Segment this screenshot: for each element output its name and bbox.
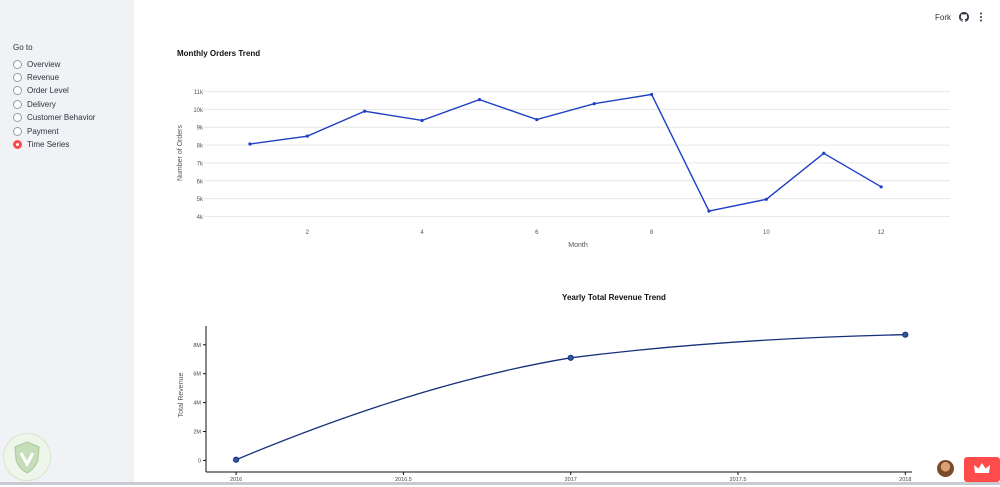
- y-tick-label: 6M: [193, 372, 201, 378]
- data-point: [420, 118, 424, 123]
- data-point: [535, 117, 539, 122]
- radio-time-series[interactable]: Time Series: [13, 138, 69, 150]
- data-point: [233, 456, 240, 463]
- more-vertical-icon[interactable]: [977, 12, 985, 22]
- radio-button-icon[interactable]: [13, 72, 22, 82]
- watermark-logo-icon: [3, 433, 51, 481]
- data-point: [248, 142, 252, 146]
- y-tick-label: 10k: [193, 108, 204, 114]
- chart-gridlines: [204, 91, 950, 217]
- fork-button[interactable]: Fork: [935, 13, 951, 22]
- radio-button-icon[interactable]: [13, 85, 22, 95]
- x-tick-label: 2: [306, 230, 310, 236]
- data-point: [363, 109, 367, 113]
- radio-label: Payment: [27, 126, 59, 136]
- revenue-series-points: [233, 331, 909, 463]
- y-tick-label: 0: [198, 458, 201, 464]
- radio-label: Order Level: [27, 85, 69, 95]
- radio-payment[interactable]: Payment: [13, 125, 59, 137]
- y-tick-label: 8M: [193, 343, 201, 349]
- chart-title: Monthly Orders Trend: [177, 49, 260, 58]
- data-point: [822, 151, 826, 155]
- y-tick-label: 6k: [197, 179, 204, 185]
- y-tick-label: 7k: [197, 161, 204, 167]
- radio-delivery[interactable]: Delivery: [13, 98, 56, 110]
- radio-button-icon[interactable]: [13, 99, 22, 109]
- radio-button-icon[interactable]: [13, 112, 22, 122]
- x-axis-label: Month: [568, 242, 588, 249]
- revenue-series-line: [235, 334, 906, 461]
- radio-button-selected-icon[interactable]: [13, 139, 22, 149]
- data-point: [592, 102, 596, 106]
- y-axis-label: Number of Orders: [177, 124, 184, 181]
- x-tick-label: 12: [878, 230, 885, 236]
- data-point: [764, 197, 768, 201]
- orders-series-line: [249, 93, 882, 212]
- orders-series-points: [248, 92, 883, 213]
- data-point: [305, 134, 309, 138]
- radio-overview[interactable]: Overview: [13, 58, 60, 70]
- crown-icon: [974, 463, 990, 473]
- bottom-border: [0, 482, 1000, 485]
- y-tick-label: 4M: [193, 401, 201, 407]
- x-tick-label: 8: [650, 230, 654, 236]
- sidebar-title: Go to: [13, 43, 33, 52]
- radio-label: Time Series: [27, 139, 70, 149]
- y-tick-label: 5k: [197, 197, 204, 203]
- data-point: [650, 92, 654, 97]
- y-tick-label: 11k: [194, 90, 204, 96]
- avatar[interactable]: [937, 460, 954, 477]
- x-tick-label: 6: [535, 230, 539, 236]
- x-axis-ticks: 2 4 6 8 10 12: [306, 230, 886, 236]
- streamlit-crown-button[interactable]: [964, 457, 1000, 482]
- radio-label: Delivery: [27, 99, 56, 109]
- data-point: [477, 97, 482, 102]
- data-point: [567, 354, 574, 361]
- data-point: [707, 209, 711, 213]
- radio-order-level[interactable]: Order Level: [13, 84, 69, 96]
- radio-revenue[interactable]: Revenue: [13, 71, 59, 83]
- radio-label: Revenue: [27, 72, 60, 82]
- radio-button-icon[interactable]: [13, 59, 22, 69]
- y-tick-label: 9k: [197, 126, 204, 132]
- y-tick-label: 2M: [193, 430, 201, 436]
- data-point: [902, 331, 909, 338]
- radio-customer-behavior[interactable]: Customer Behavior: [13, 111, 95, 123]
- y-axis-ticks: 0 2M 4M 6M 8M: [193, 343, 206, 464]
- x-tick-label: 4: [420, 230, 424, 236]
- radio-label: Overview: [27, 59, 61, 69]
- github-icon[interactable]: [959, 12, 969, 22]
- y-tick-label: 4k: [197, 215, 204, 221]
- x-tick-label: 10: [763, 230, 770, 236]
- sidebar: Go to Overview Revenue Order Level Deliv…: [0, 0, 134, 485]
- y-tick-label: 8k: [197, 144, 204, 150]
- radio-label: Customer Behavior: [27, 112, 96, 122]
- radio-button-icon[interactable]: [13, 126, 22, 136]
- data-point: [879, 185, 883, 189]
- y-axis-ticks: 4k 5k 6k 7k 8k 9k 10k 11k: [193, 90, 204, 221]
- y-axis-label: Total Revenue: [178, 373, 185, 418]
- chart-title: Yearly Total Revenue Trend: [562, 293, 666, 302]
